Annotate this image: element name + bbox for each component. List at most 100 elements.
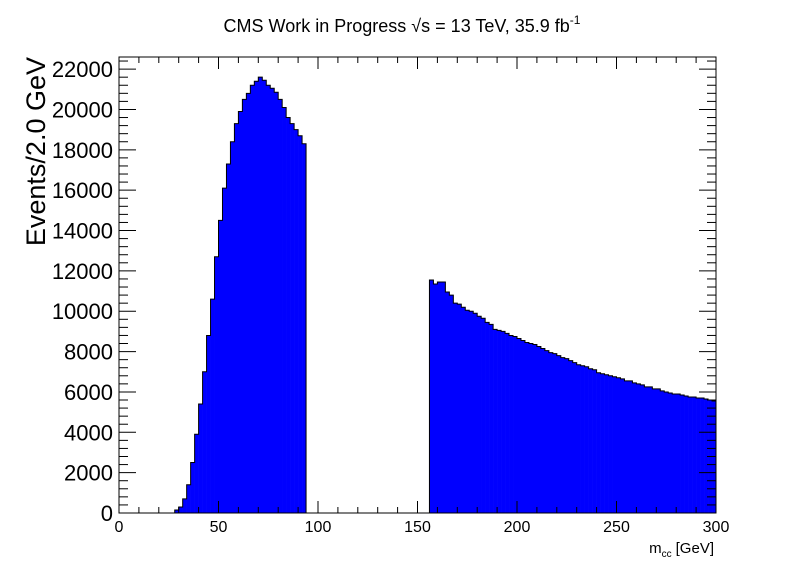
histogram-bin	[520, 340, 526, 513]
histogram-bin	[632, 382, 637, 513]
x-axis-label-base: m	[649, 540, 662, 557]
histogram-bin	[250, 85, 255, 513]
histogram-bin	[505, 333, 510, 513]
histogram-bin	[517, 338, 522, 513]
histogram-bin	[202, 371, 207, 513]
histogram-bin	[226, 163, 231, 513]
histogram-bin	[497, 330, 502, 513]
histogram-bin	[302, 143, 307, 513]
histogram-bin	[656, 388, 661, 513]
title-exponent: -1	[570, 13, 581, 27]
histogram-bin	[290, 123, 295, 513]
histogram-bin	[604, 374, 609, 513]
histogram-bin	[429, 279, 434, 513]
x-tick-label: 0	[115, 519, 124, 536]
histogram-bin	[628, 380, 633, 513]
histogram-bin	[608, 375, 613, 513]
histogram-bin	[294, 129, 299, 513]
histogram-bars	[174, 76, 717, 514]
chart-title: CMS Work in Progress √s = 13 TeV, 35.9 f…	[224, 13, 581, 36]
histogram-bin	[461, 307, 466, 513]
histogram-bin	[648, 386, 653, 513]
y-tick-label: 22000	[52, 57, 113, 82]
histogram-bin	[182, 498, 187, 513]
histogram-bin	[258, 77, 263, 514]
histogram-bin	[528, 343, 534, 513]
histogram-bin	[453, 303, 458, 513]
y-axis-ticks: 0 2000 4000 6000 8000 10000 12000 14000 16000 180…	[52, 57, 716, 526]
histogram-bin	[266, 85, 271, 513]
x-tick-label: 250	[603, 519, 630, 536]
histogram-bin	[676, 393, 681, 513]
histogram-bin	[485, 322, 490, 513]
histogram-bin	[278, 99, 283, 514]
histogram-bin	[477, 316, 482, 513]
histogram-bin	[206, 335, 211, 513]
histogram-bin	[218, 220, 223, 513]
y-tick-label: 0	[101, 501, 113, 526]
histogram-outline	[174, 76, 307, 513]
histogram-bin	[234, 123, 239, 513]
histogram-bin	[640, 384, 645, 513]
histogram-bin	[612, 376, 617, 513]
histogram-bin	[600, 373, 605, 513]
histogram-bin	[230, 141, 235, 514]
histogram-bin	[696, 397, 701, 513]
histogram-bin	[712, 401, 717, 513]
histogram-bin	[198, 404, 203, 513]
histogram-bin	[190, 462, 195, 513]
histogram-bin	[465, 310, 470, 513]
histogram-bin	[282, 107, 287, 513]
histogram-bin	[286, 117, 291, 513]
histogram-bin	[178, 506, 183, 513]
y-tick-label: 14000	[52, 219, 113, 244]
histogram-bin	[222, 188, 227, 513]
x-tick-label: 100	[305, 519, 332, 536]
histogram-bin	[704, 399, 709, 513]
histogram-bin	[636, 383, 641, 513]
histogram-bin	[684, 395, 689, 513]
histogram-bin	[489, 324, 494, 513]
histogram-bin	[481, 318, 486, 513]
histogram-bin	[624, 380, 629, 513]
histogram-bin	[560, 357, 566, 513]
y-tick-label: 16000	[52, 178, 113, 203]
x-axis-label-sub: cc	[662, 549, 672, 560]
x-axis-ticks: 0 50 100 150 200 250 300	[115, 57, 729, 536]
histogram-bin	[664, 391, 669, 513]
y-tick-label: 12000	[52, 259, 113, 284]
histogram-bin	[493, 329, 498, 513]
y-tick-label: 4000	[64, 420, 113, 445]
histogram-bin	[556, 355, 562, 513]
histogram-bin	[700, 397, 705, 513]
title-energy: = 13 TeV, 35.9 fb	[435, 16, 570, 36]
histogram-bin	[544, 350, 550, 513]
y-tick-label: 6000	[64, 380, 113, 405]
x-axis-label-unit: [GeV]	[676, 540, 714, 557]
histogram-bin	[564, 358, 570, 513]
histogram-bin	[532, 344, 538, 513]
histogram-bin	[524, 342, 530, 513]
histogram-outline	[428, 279, 717, 513]
histogram-bin	[536, 346, 542, 513]
histogram-bin	[437, 281, 442, 513]
y-tick-label: 8000	[64, 340, 113, 365]
histogram-bin	[584, 366, 589, 513]
histogram-bin	[572, 362, 577, 513]
histogram-bin	[194, 434, 199, 513]
histogram-bin	[660, 390, 665, 513]
title-main: CMS Work in Progress	[224, 16, 407, 36]
x-tick-label: 150	[404, 519, 431, 536]
histogram-bin	[652, 388, 657, 513]
histogram-bin	[214, 256, 219, 513]
histogram-bin	[441, 281, 446, 513]
histogram-bin	[469, 311, 474, 513]
histogram-bin	[457, 304, 462, 513]
histogram-bin	[298, 135, 303, 513]
histogram-bin	[692, 396, 697, 513]
histogram-bin	[262, 80, 267, 513]
histogram-bin	[672, 393, 677, 513]
y-tick-label: 10000	[52, 299, 113, 324]
histogram-bin	[688, 396, 693, 513]
